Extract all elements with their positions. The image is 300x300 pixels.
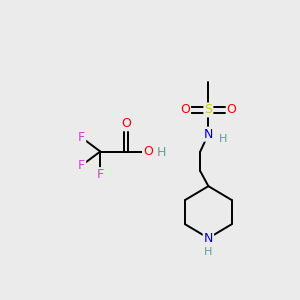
Text: N: N: [204, 128, 213, 141]
Text: F: F: [97, 168, 104, 181]
Text: O: O: [121, 117, 131, 130]
Text: O: O: [180, 103, 190, 116]
Text: O: O: [143, 145, 153, 158]
Text: O: O: [227, 103, 237, 116]
Text: S: S: [204, 103, 212, 116]
Text: H: H: [157, 146, 167, 159]
Text: F: F: [78, 131, 85, 144]
Text: N: N: [204, 232, 213, 244]
Text: H: H: [219, 134, 228, 144]
Text: H: H: [204, 247, 213, 257]
Text: F: F: [78, 159, 85, 172]
